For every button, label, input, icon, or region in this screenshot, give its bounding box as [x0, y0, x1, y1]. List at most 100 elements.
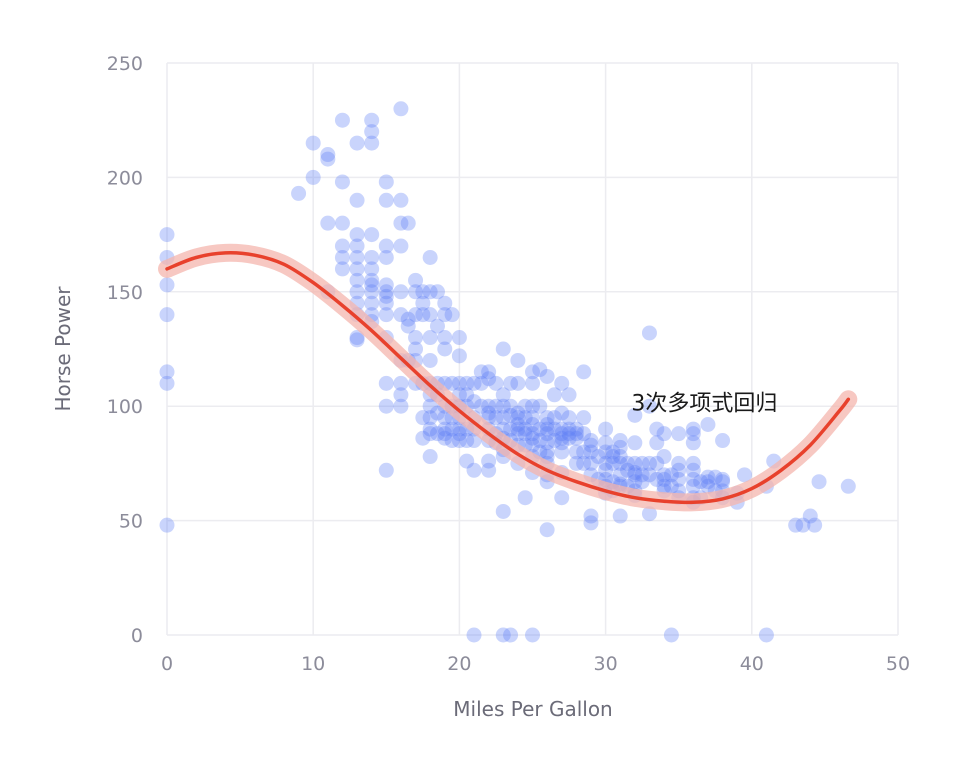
data-point: [495, 387, 511, 403]
data-point: [466, 394, 482, 410]
data-point: [554, 421, 570, 437]
data-point: [568, 455, 584, 471]
data-point: [510, 417, 526, 433]
data-point: [415, 307, 431, 323]
data-point: [546, 421, 562, 437]
data-point: [378, 249, 394, 265]
data-point: [349, 249, 365, 265]
data-point: [364, 272, 380, 288]
tick-labels: 0 10 20 30 40 50 0 50 100 150 200 250: [107, 53, 910, 675]
data-point: [393, 375, 409, 391]
data-point: [393, 284, 409, 300]
data-point: [517, 490, 533, 506]
data-point: [459, 387, 475, 403]
data-point: [415, 284, 431, 300]
data-point: [641, 398, 657, 414]
data-point: [656, 478, 672, 494]
data-point: [685, 462, 701, 478]
data-point: [532, 421, 548, 437]
data-point: [612, 455, 628, 471]
data-point: [334, 261, 350, 277]
data-point: [627, 407, 643, 423]
data-point: [598, 455, 614, 471]
data-point: [473, 375, 489, 391]
data-point: [568, 426, 584, 442]
data-point: [422, 352, 438, 368]
data-point: [488, 410, 504, 426]
data-point: [481, 364, 497, 380]
data-point: [378, 288, 394, 304]
data-point: [364, 277, 380, 293]
data-point: [320, 151, 336, 167]
data-point: [510, 426, 526, 442]
data-point: [788, 517, 804, 533]
data-point: [539, 417, 555, 433]
y-tick-label: 200: [107, 167, 143, 189]
y-tick-label: 100: [107, 396, 143, 418]
data-point: [656, 467, 672, 483]
data-point: [685, 471, 701, 487]
data-point: [503, 398, 519, 414]
data-point: [807, 517, 823, 533]
data-point: [429, 284, 445, 300]
data-point: [437, 430, 453, 446]
x-tick-label: 50: [886, 653, 910, 675]
data-point: [671, 471, 687, 487]
data-point: [159, 227, 175, 243]
data-point: [378, 192, 394, 208]
data-point: [349, 227, 365, 243]
data-point: [473, 398, 489, 414]
data-point: [517, 398, 533, 414]
data-point: [517, 426, 533, 442]
x-tick-label: 40: [740, 653, 764, 675]
data-point: [685, 421, 701, 437]
data-point: [444, 375, 460, 391]
data-point: [408, 284, 424, 300]
data-point: [495, 398, 511, 414]
data-point: [758, 627, 774, 643]
data-point: [364, 284, 380, 300]
data-point: [349, 192, 365, 208]
data-point: [159, 375, 175, 391]
data-point: [334, 215, 350, 231]
data-point: [715, 474, 731, 490]
data-point: [656, 426, 672, 442]
data-point: [393, 238, 409, 254]
data-point: [415, 295, 431, 311]
data-point: [561, 421, 577, 437]
x-axis-title: Miles Per Gallon: [453, 697, 612, 721]
data-point: [429, 426, 445, 442]
x-tick-label: 20: [447, 653, 471, 675]
data-point: [159, 364, 175, 380]
data-point: [561, 410, 577, 426]
data-point: [334, 238, 350, 254]
data-point: [583, 433, 599, 449]
data-point: [539, 421, 555, 437]
data-point: [481, 453, 497, 469]
data-point: [539, 522, 555, 538]
data-point: [408, 330, 424, 346]
data-point: [334, 112, 350, 128]
data-point: [627, 455, 643, 471]
data-point: [671, 455, 687, 471]
data-point: [159, 307, 175, 323]
data-point: [568, 444, 584, 460]
data-point: [561, 387, 577, 403]
data-point: [393, 307, 409, 323]
data-point: [525, 426, 540, 442]
data-point: [422, 330, 438, 346]
data-point: [517, 410, 533, 426]
data-point: [364, 227, 380, 243]
data-point: [378, 307, 394, 323]
data-point: [451, 348, 467, 364]
data-point: [612, 467, 628, 483]
data-point: [378, 284, 394, 300]
y-tick-label: 50: [119, 511, 143, 533]
data-point: [349, 330, 365, 346]
data-point: [641, 455, 657, 471]
data-point: [590, 449, 606, 465]
data-point: [510, 410, 526, 426]
data-point: [495, 627, 511, 643]
data-point: [437, 307, 453, 323]
data-point: [393, 101, 409, 117]
